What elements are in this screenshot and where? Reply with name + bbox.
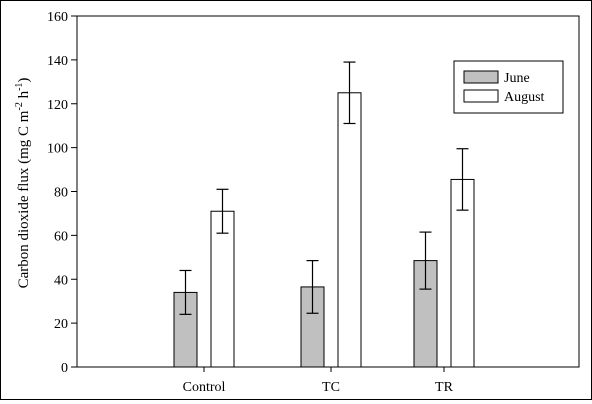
legend-label-august: August [504,90,545,105]
y-tick-label-6: 120 [47,98,68,113]
plot-area [173,61,475,368]
y-tick-label-3: 60 [54,229,68,244]
x-tick-label-1: TC [322,380,340,395]
legend-box [453,60,564,114]
error-bar-june-control [179,269,192,315]
y-axis-label: Carbon dioxide flux (mg C m-2 h-1) [14,78,32,289]
y-axis-label-end: ) [16,78,32,83]
y-tick-label-5: 100 [47,142,68,157]
error-bar-june-tc [306,260,319,314]
legend-swatch-june [463,70,499,84]
axes: 0 20 40 60 80 100 120 140 160 Control TC TR [47,10,580,395]
y-axis-label-sup1: -2 [14,102,25,110]
error-bar-august-control [216,188,229,234]
x-tick-label-0: Control [183,380,226,395]
error-bar-june-tr [419,231,432,290]
y-tick-label-0: 0 [61,361,68,376]
y-tick-label-8: 160 [47,10,68,25]
y-tick-label-4: 80 [54,186,68,201]
x-tick-label-2: TR [435,380,454,395]
legend-swatch-august [463,89,499,103]
error-bar-august-tr [456,148,469,211]
y-tick-label-2: 40 [54,273,68,288]
legend: June August [453,60,564,114]
legend-label-june: June [504,71,530,86]
y-tick-label-7: 140 [47,54,68,69]
y-axis-label-mid: h [16,90,32,102]
y-axis-label-sup2: -1 [14,83,25,91]
y-axis-label-main: Carbon dioxide flux (mg C m [16,110,32,288]
bar-august-tc [337,92,362,368]
error-bar-august-tc [343,61,356,125]
bar-august-control [210,210,235,368]
y-tick-label-1: 20 [54,317,68,332]
